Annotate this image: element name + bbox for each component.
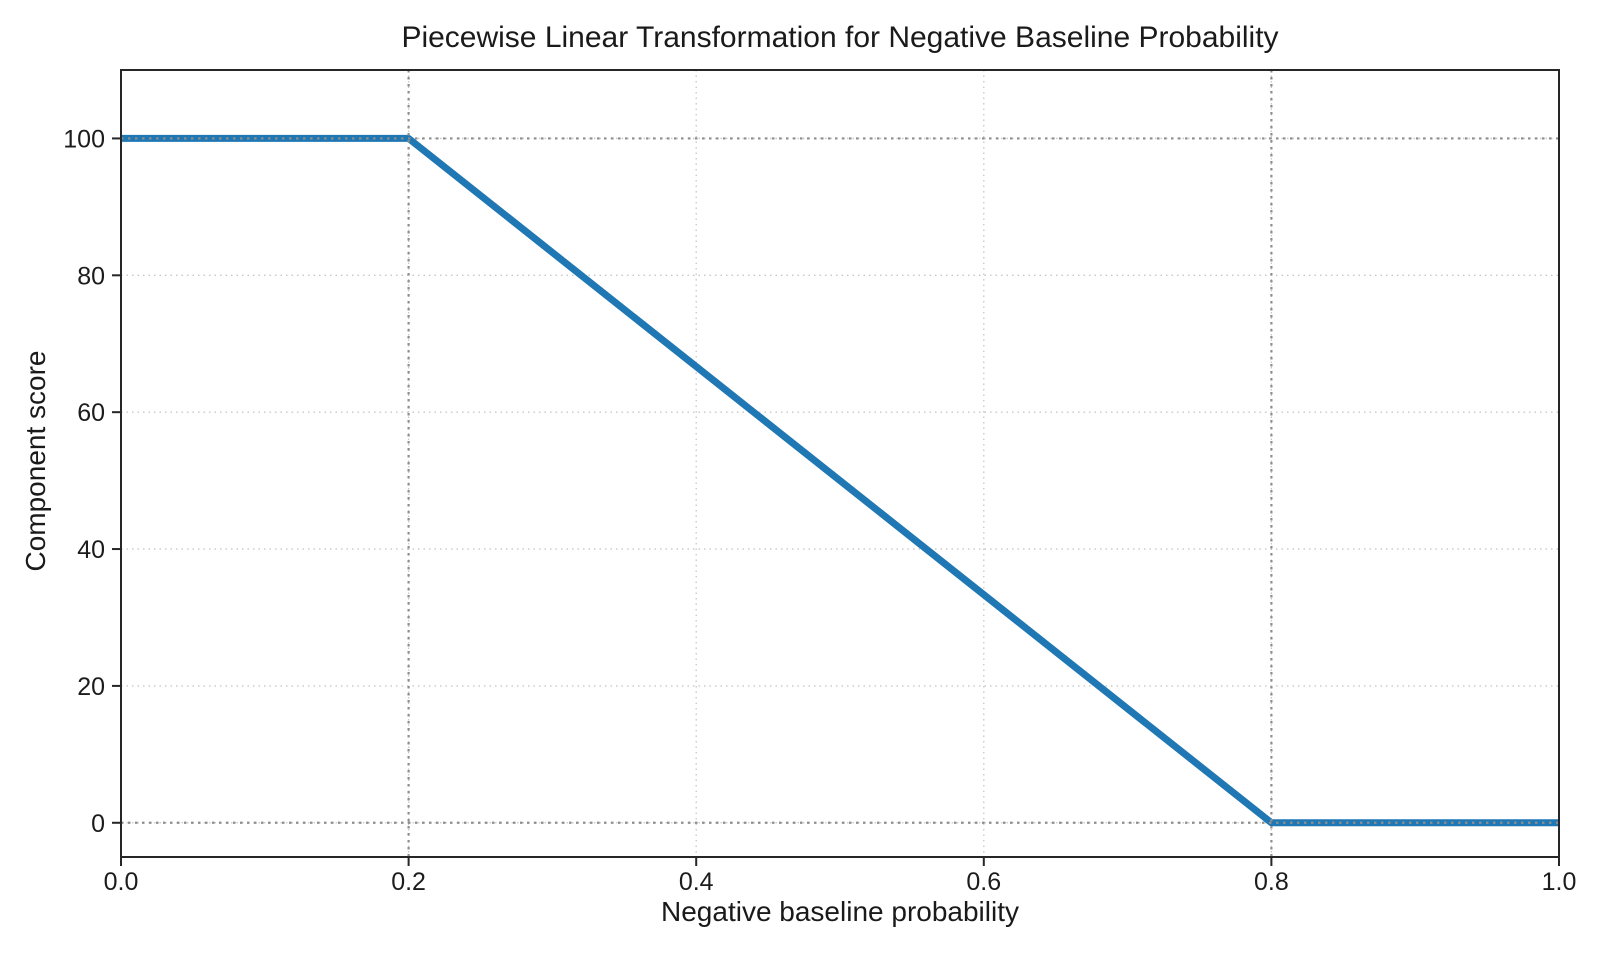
x-tick-label: 0.2	[391, 868, 426, 896]
data-line	[121, 134, 1559, 827]
x-tick-label: 0.8	[1254, 868, 1289, 896]
y-tick-label: 100	[63, 125, 105, 153]
x-tick-label: 0.6	[966, 868, 1001, 896]
x-tick-label: 0.0	[104, 868, 139, 896]
y-tick-label: 20	[77, 673, 105, 701]
axes-layer: 0.0 0.2 0.4 0.6 0.8 1.0 0 20 40 60 80 100	[63, 69, 1577, 896]
grid-layer	[121, 70, 1559, 857]
x-tick-label: 1.0	[1542, 868, 1577, 896]
y-tick-label: 40	[77, 536, 105, 564]
y-tick-label: 80	[77, 262, 105, 290]
x-axis-label: Negative baseline probability	[661, 896, 1019, 927]
y-tick-label: 60	[77, 399, 105, 427]
y-tick-label: 0	[91, 810, 105, 838]
plot-border	[120, 69, 1560, 858]
chart-title: Piecewise Linear Transformation for Nega…	[401, 21, 1279, 54]
y-axis-label: Component score	[20, 350, 51, 572]
reference-layer	[121, 70, 1559, 857]
x-tick-label: 0.4	[679, 868, 714, 896]
series-layer	[121, 134, 1559, 827]
